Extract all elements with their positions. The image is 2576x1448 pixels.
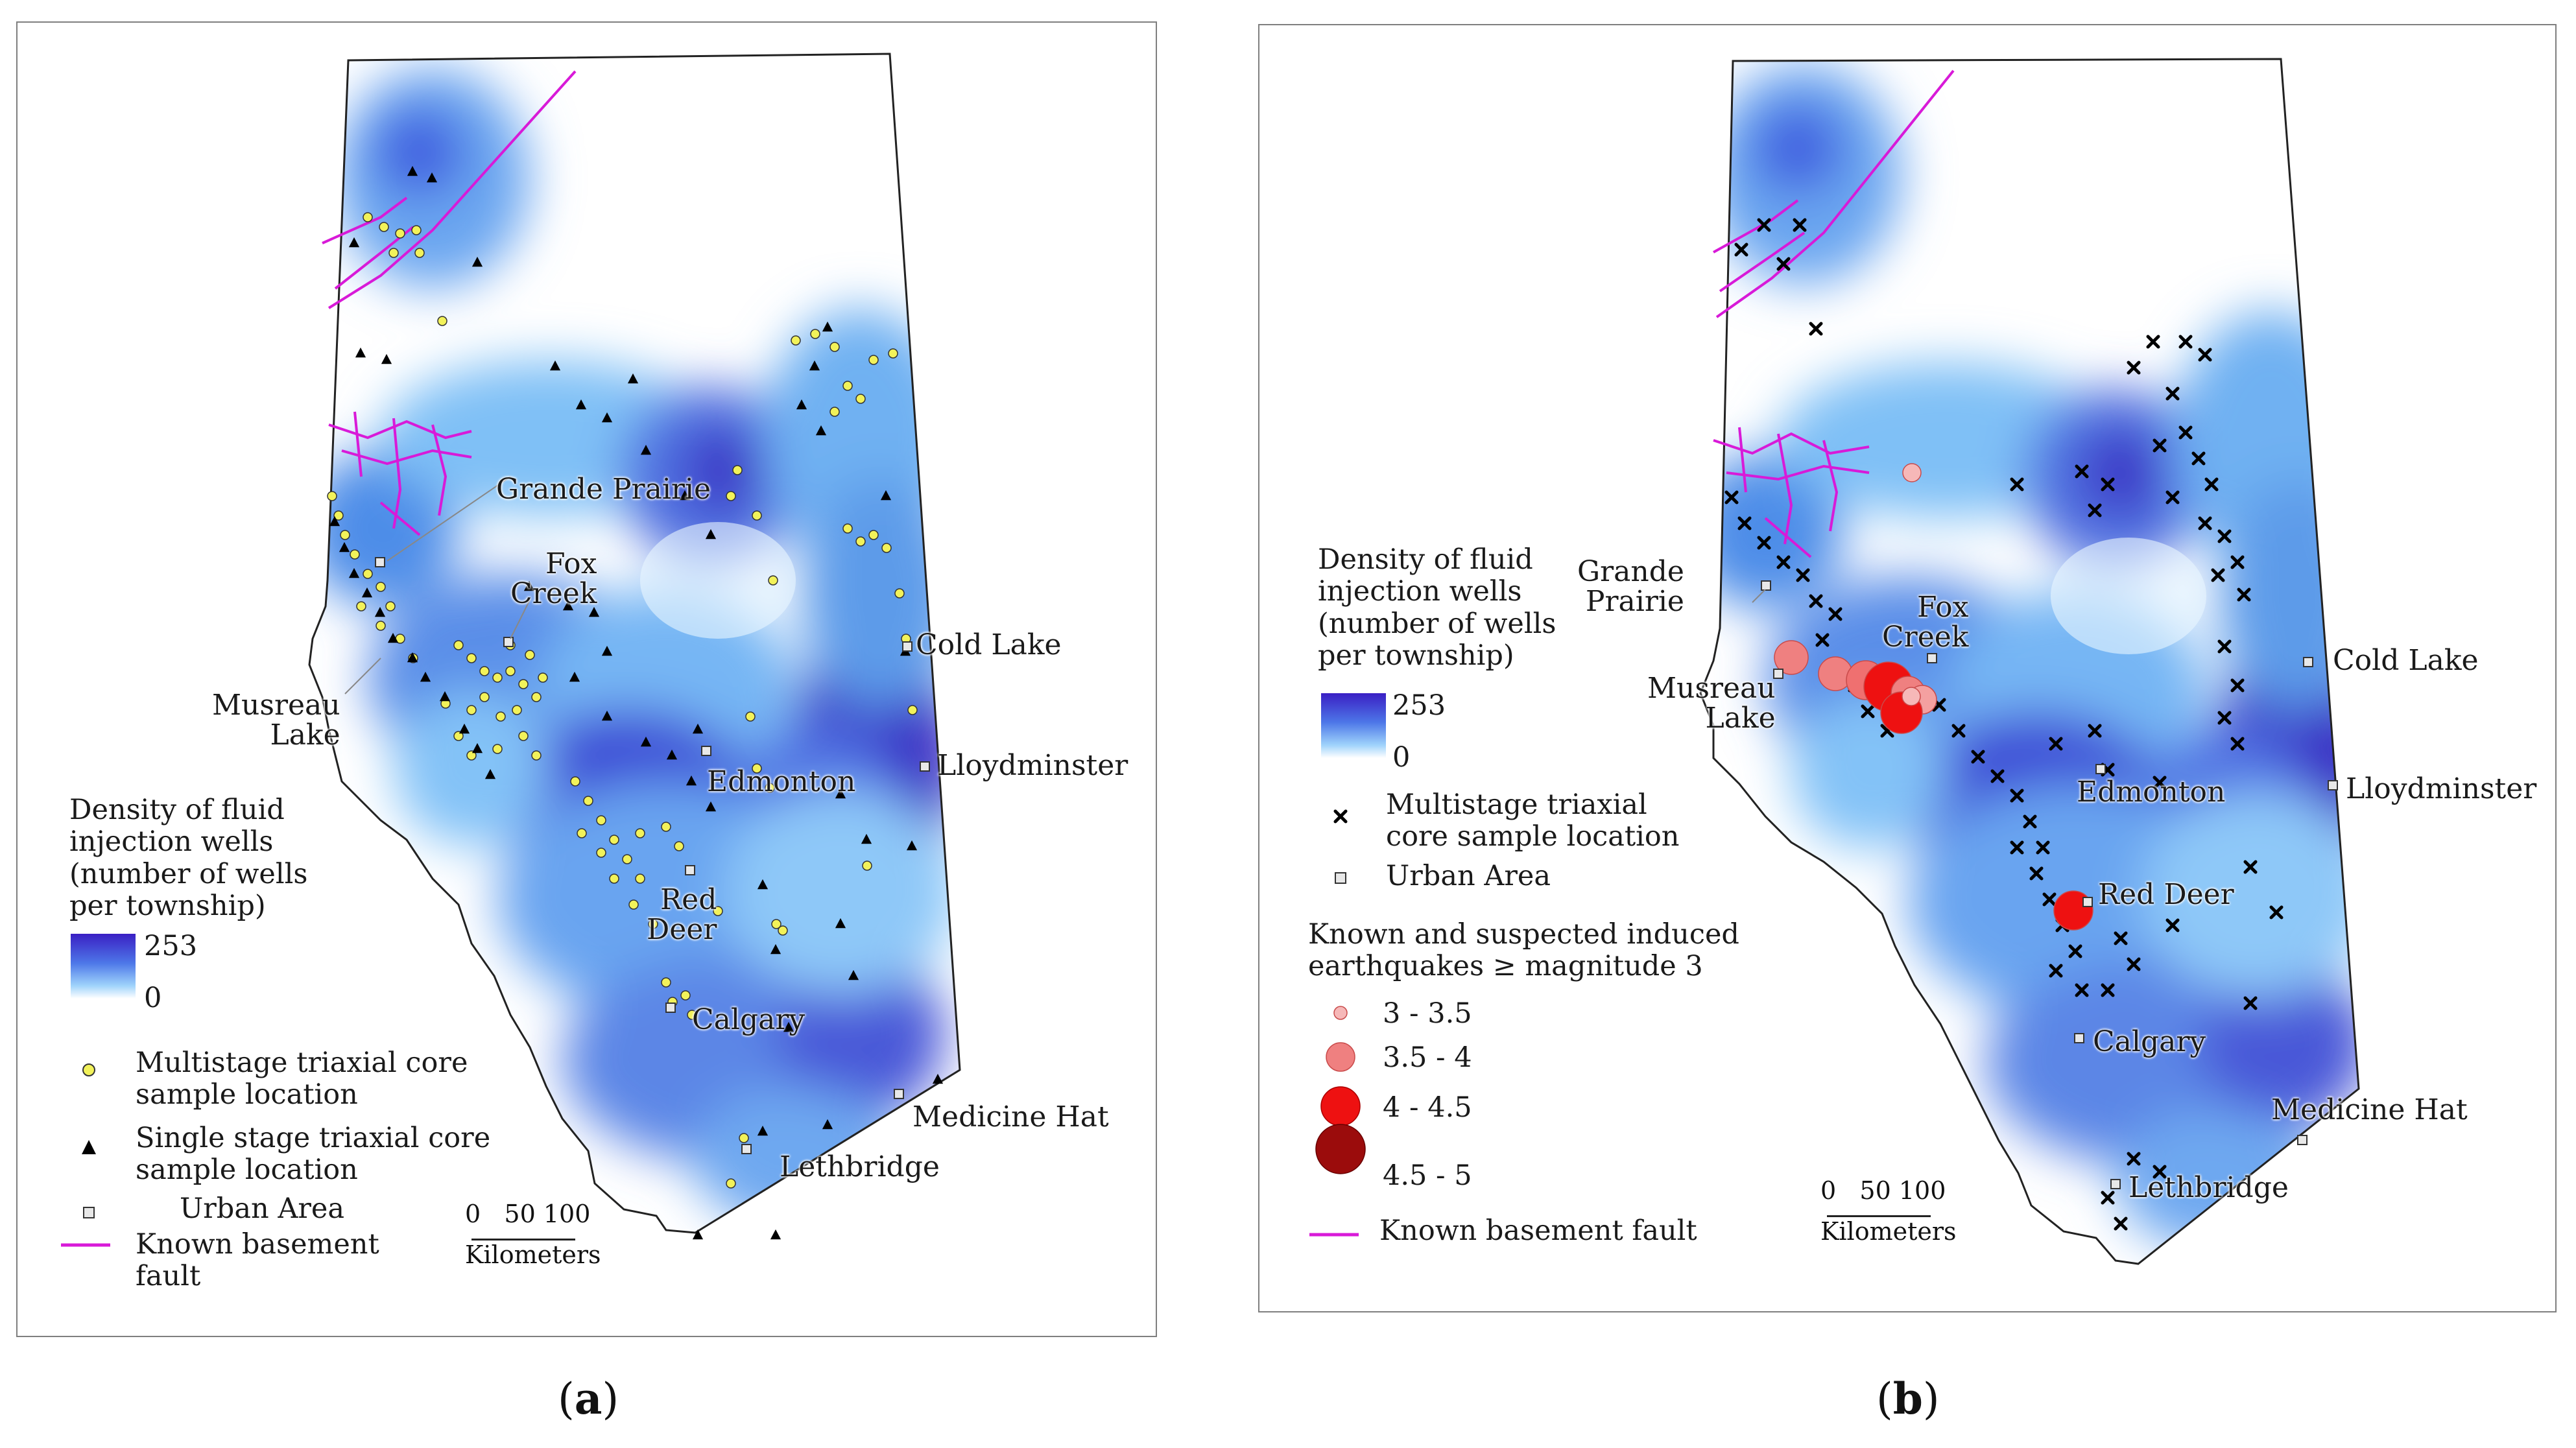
- legend-fault-a: Known basement fault: [136, 1228, 379, 1293]
- legend-density-title-b: Density of fluid injection wells (number…: [1318, 543, 1556, 672]
- label-leaders-b: [1752, 589, 1766, 603]
- label-medicine-hat-b: Medicine Hat: [2271, 1093, 2468, 1126]
- legend-quake-title-b: Known and suspected induced earthquakes …: [1308, 918, 1739, 983]
- legend-mag-3: 4 - 4.5: [1383, 1091, 1472, 1124]
- legend-urban-b: Urban Area: [1386, 860, 1551, 892]
- mag-3-3.5-icon: [1333, 1006, 1348, 1020]
- caption-letter-b: b: [1892, 1373, 1923, 1424]
- label-musreau-lake-b: Musreau Lake: [1647, 672, 1776, 735]
- mag-4.5-5-icon: [1315, 1124, 1366, 1174]
- caption-b: (b): [1876, 1373, 1940, 1424]
- mag-4-4.5-icon: [1320, 1086, 1361, 1126]
- fault-line-icon: [61, 1243, 110, 1247]
- alberta-map-a: [308, 53, 961, 1240]
- label-grande-prairie-a: Grande Prairie: [496, 473, 711, 506]
- label-lethbridge-b: Lethbridge: [2129, 1171, 2289, 1204]
- legend-density-min-a: 0: [144, 982, 162, 1014]
- multistage-cross-icon: [1333, 809, 1348, 824]
- alberta-map-b: [1699, 58, 2360, 1265]
- label-fox-creek-a: Fox Creek: [510, 547, 597, 611]
- basement-faults-b: [1713, 69, 1955, 558]
- scale-bar-a: 0 50 100 Kilometers: [465, 1200, 601, 1269]
- label-lloydminster-b: Lloydminster: [2346, 772, 2537, 805]
- caption-letter-a: a: [574, 1373, 602, 1424]
- legend-density-title-a: Density of fluid injection wells (number…: [69, 794, 308, 923]
- label-cold-lake-b: Cold Lake: [2333, 644, 2479, 677]
- label-red-deer-b: Red Deer: [2098, 878, 2234, 911]
- legend-mag-2: 3.5 - 4: [1383, 1041, 1472, 1074]
- legend-density-min-b: 0: [1392, 741, 1411, 774]
- density-surface-b: [1700, 59, 2359, 1264]
- scale-unit-b: Kilometers: [1820, 1217, 1957, 1246]
- basement-faults-a: [322, 70, 577, 536]
- urban-area-markers-b: [1761, 580, 2338, 1189]
- density-color-ramp-b: [1321, 693, 1386, 758]
- province-boundary-a: [308, 53, 961, 1234]
- label-grande-prairie-b: Grande Prairie: [1577, 555, 1684, 619]
- fault-line-icon-b: [1309, 1233, 1359, 1237]
- multistage-point-icon: [82, 1063, 95, 1076]
- scale-line-b: [1827, 1206, 1931, 1217]
- multistage-sample-crosses-b: [1724, 218, 2284, 1231]
- label-cold-lake-a: Cold Lake: [916, 628, 1062, 661]
- label-lloydminster-a: Lloydminster: [937, 749, 1128, 782]
- legend-multistage-b: Multistage triaxial core sample location: [1386, 789, 1680, 853]
- legend-mag-4: 4.5 - 5: [1383, 1159, 1472, 1192]
- legend-density-max-a: 253: [144, 930, 198, 962]
- density-color-ramp-a: [71, 934, 136, 999]
- label-leaders-a: [344, 476, 531, 694]
- urban-square-icon-b: [1335, 872, 1346, 884]
- province-boundary-b: [1699, 58, 2360, 1265]
- label-edmonton-b: Edmonton: [2077, 776, 2226, 809]
- map-panel-b: Grande Prairie Fox Creek Musreau Lake Co…: [1258, 24, 2557, 1312]
- legend-mag-1: 3 - 3.5: [1383, 997, 1472, 1030]
- mag-3.5-4-icon: [1326, 1042, 1355, 1072]
- scale-unit-a: Kilometers: [465, 1240, 601, 1269]
- legend-fault-b: Known basement fault: [1379, 1215, 1697, 1247]
- scale-ticks-b: 0 50 100: [1820, 1176, 1946, 1205]
- scale-line-a: [471, 1229, 575, 1240]
- legend-urban-a: Urban Area: [180, 1193, 345, 1225]
- legend-multistage-a: Multistage triaxial core sample location: [136, 1047, 468, 1111]
- scale-ticks-a: 0 50 100: [465, 1200, 591, 1228]
- label-calgary-b: Calgary: [2093, 1025, 2206, 1058]
- singlestage-triangle-icon: [82, 1140, 96, 1154]
- legend-singlestage-a: Single stage triaxial core sample locati…: [136, 1122, 491, 1187]
- label-lethbridge-a: Lethbridge: [780, 1150, 940, 1183]
- label-fox-creek-b: Fox Creek: [1882, 591, 1969, 654]
- caption-a: (a): [558, 1373, 619, 1424]
- label-calgary-a: Calgary: [692, 1003, 805, 1036]
- urban-area-markers-a: [375, 557, 930, 1154]
- density-surface-a: [309, 54, 960, 1233]
- scale-bar-b: 0 50 100 Kilometers: [1820, 1176, 1957, 1246]
- label-edmonton-a: Edmonton: [707, 765, 856, 798]
- label-musreau-lake-a: Musreau Lake: [212, 689, 340, 752]
- urban-square-icon: [83, 1207, 95, 1218]
- earthquake-magnitude-symbols: [1315, 1006, 1366, 1174]
- label-medicine-hat-a: Medicine Hat: [912, 1100, 1109, 1133]
- multistage-sample-points-a: [327, 212, 918, 1189]
- earthquake-markers-b: [1774, 463, 2093, 931]
- legend-density-max-b: 253: [1392, 689, 1446, 722]
- map-panel-a: Grande Prairie Fox Creek Musreau Lake Co…: [16, 21, 1157, 1337]
- label-red-deer-a: Red Deer: [647, 883, 717, 947]
